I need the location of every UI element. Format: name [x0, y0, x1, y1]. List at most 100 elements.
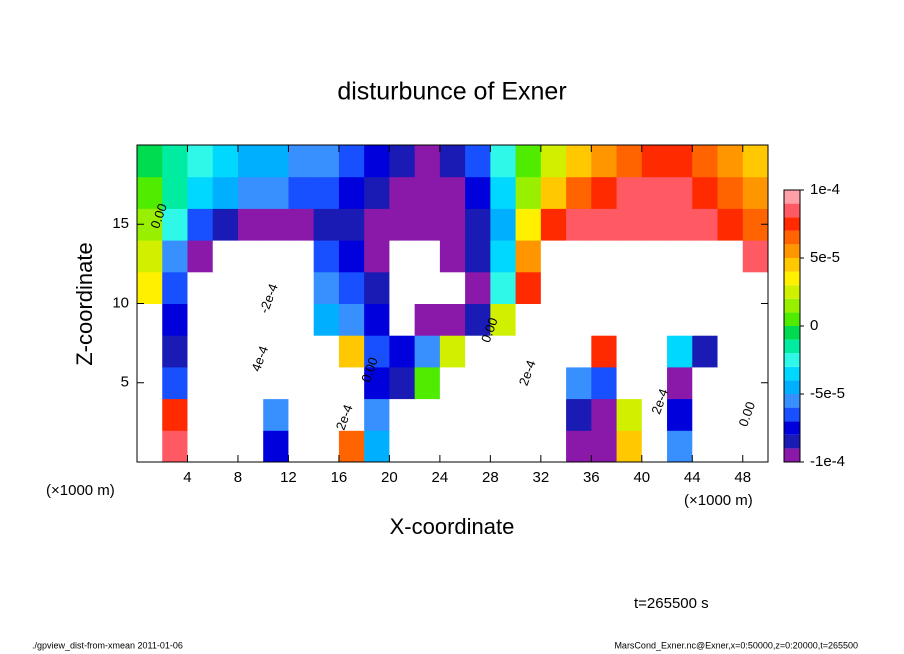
cell: [591, 430, 618, 463]
cell: [313, 398, 340, 431]
cell: [263, 398, 289, 431]
cell: [566, 271, 592, 304]
cell: [717, 145, 744, 178]
cell: [162, 240, 188, 273]
footer-right: MarsCond_Exner.nc@Exner,x=0:50000,z=0:20…: [614, 640, 858, 650]
cell: [667, 335, 693, 368]
cell: [515, 430, 542, 463]
cell: [515, 208, 542, 241]
cell: [288, 335, 315, 368]
cell: [742, 145, 769, 178]
cell: [717, 366, 744, 400]
cell: [313, 271, 340, 304]
cell: [187, 145, 214, 178]
y-tick-label: 15: [112, 215, 129, 232]
cell: [616, 145, 643, 178]
colorbar-swatch: [784, 244, 800, 258]
cell: [414, 176, 441, 209]
cell: [162, 366, 188, 400]
cell: [338, 208, 365, 241]
cell: [692, 430, 719, 463]
cell: [616, 335, 643, 368]
cell: [237, 145, 264, 178]
cell: [212, 145, 239, 178]
cell: [641, 176, 668, 209]
cell: [288, 145, 315, 178]
cell: [414, 240, 441, 273]
cell: [263, 240, 289, 273]
cell: [288, 208, 315, 241]
colorbar-swatch: [784, 271, 800, 286]
cell: [389, 208, 416, 241]
cell: [263, 145, 289, 178]
x-tick-label: 20: [381, 469, 398, 486]
colorbar-swatch: [784, 312, 800, 326]
y-axis-label: Z-coordinate: [72, 242, 97, 366]
cell: [439, 271, 466, 304]
cell: [717, 430, 744, 463]
cell: [263, 335, 289, 368]
cell: [490, 145, 517, 178]
colorbar-tick-label: 0: [810, 317, 818, 334]
colorbar-swatch: [784, 366, 800, 381]
colorbar-swatch: [784, 217, 800, 231]
cell: [439, 145, 466, 178]
cell: [364, 208, 390, 241]
cell: [465, 366, 491, 400]
cell: [414, 303, 441, 336]
x-axis-label: X-coordinate: [390, 514, 515, 539]
cell: [187, 303, 214, 336]
cell: [465, 303, 491, 336]
cell: [288, 303, 315, 336]
cell: [313, 208, 340, 241]
cell: [515, 335, 542, 368]
cell: [237, 208, 264, 241]
cell: [288, 430, 315, 463]
cell: [237, 240, 264, 273]
cell: [288, 398, 315, 431]
cell: [237, 303, 264, 336]
cell: [187, 271, 214, 304]
cell: [616, 430, 643, 463]
colorbar-swatch: [784, 421, 800, 435]
cell: [414, 208, 441, 241]
cell: [616, 366, 643, 400]
cell: [540, 303, 567, 336]
cell: [364, 430, 390, 463]
cell: [338, 145, 365, 178]
cell: [389, 303, 416, 336]
cell: [187, 240, 214, 273]
cell: [288, 240, 315, 273]
cell: [490, 176, 517, 209]
cell: [591, 303, 618, 336]
colorbar-swatch: [784, 434, 800, 449]
cell: [641, 208, 668, 241]
cell: [439, 335, 466, 368]
cell: [465, 398, 491, 431]
cell: [414, 335, 441, 368]
cell: [364, 335, 390, 368]
cell: [540, 430, 567, 463]
cell: [439, 366, 466, 400]
colorbar-swatch: [784, 353, 800, 367]
cell: [566, 366, 592, 400]
cell: [717, 335, 744, 368]
cell: [364, 176, 390, 209]
cell: [540, 271, 567, 304]
cell: [439, 303, 466, 336]
cell: [414, 271, 441, 304]
cell: [616, 208, 643, 241]
x-tick-label: 32: [532, 469, 549, 486]
cell: [515, 366, 542, 400]
cell: [389, 176, 416, 209]
cell: [490, 335, 517, 368]
cell: [313, 240, 340, 273]
cell: [667, 271, 693, 304]
cell: [641, 145, 668, 178]
cell: [591, 366, 618, 400]
cell: [237, 366, 264, 400]
cell: [717, 240, 744, 273]
cell: [162, 303, 188, 336]
cell: [540, 398, 567, 431]
